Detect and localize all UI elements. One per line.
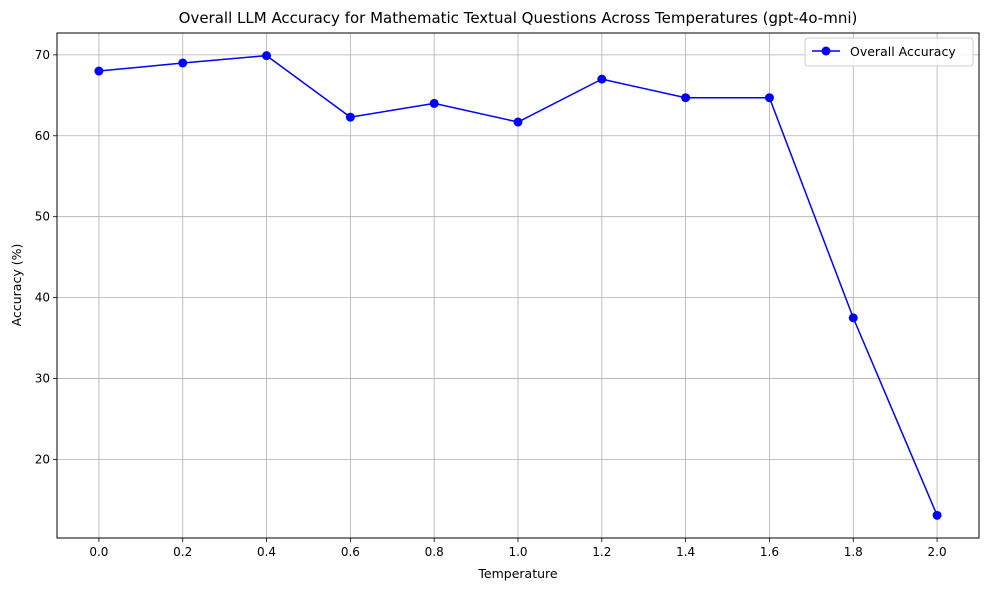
x-tick-label: 1.0 — [508, 545, 527, 559]
legend-label: Overall Accuracy — [850, 44, 956, 59]
x-tick-label: 1.8 — [844, 545, 863, 559]
data-point — [681, 93, 691, 103]
x-tick-label: 0.0 — [89, 545, 108, 559]
x-tick-label: 1.2 — [592, 545, 611, 559]
grid — [57, 33, 979, 538]
data-point — [597, 74, 607, 84]
chart-title: Overall LLM Accuracy for Mathematic Text… — [179, 9, 858, 27]
x-tick-label: 1.6 — [760, 545, 779, 559]
x-tick-label: 0.6 — [341, 545, 360, 559]
legend: Overall Accuracy — [804, 37, 974, 67]
x-tick-label: 2.0 — [928, 545, 947, 559]
data-point — [932, 510, 942, 520]
data-point — [429, 98, 439, 108]
y-tick-label: 40 — [35, 291, 50, 305]
data-point — [513, 117, 523, 127]
legend-marker-swatch — [821, 46, 831, 56]
y-tick-label: 20 — [35, 452, 50, 466]
data-point — [262, 51, 272, 61]
x-tick-label: 0.4 — [257, 545, 276, 559]
y-axis-label: Accuracy (%) — [9, 244, 24, 327]
y-tick-label: 50 — [35, 210, 50, 224]
data-point — [178, 58, 188, 68]
y-tick-label: 30 — [35, 372, 50, 386]
y-tick-label: 60 — [35, 129, 50, 143]
data-point — [94, 66, 104, 76]
series-layer — [94, 51, 942, 520]
x-tick-label: 0.8 — [425, 545, 444, 559]
y-axis-ticks: 20 30 40 50 60 70 — [35, 48, 57, 466]
y-tick-label: 70 — [35, 48, 50, 62]
data-point — [848, 313, 858, 323]
data-point — [764, 93, 774, 103]
legend-box — [804, 37, 974, 67]
x-tick-label: 1.4 — [676, 545, 695, 559]
data-point — [345, 112, 355, 122]
x-axis-label: Temperature — [477, 566, 557, 581]
x-tick-label: 0.2 — [173, 545, 192, 559]
x-axis-ticks: 0.0 0.2 0.4 0.6 0.8 1.0 1.2 1.4 1.6 1.8 2.0 — [89, 538, 947, 559]
